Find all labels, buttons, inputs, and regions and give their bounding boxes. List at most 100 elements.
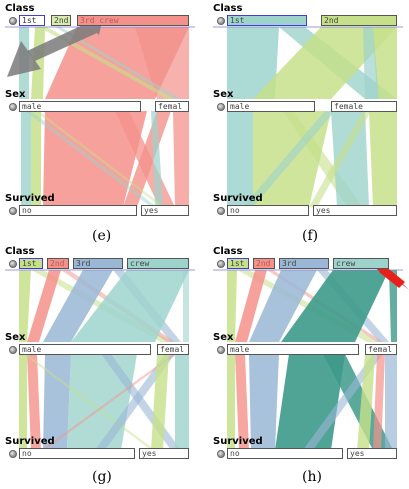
survived-seg-yes[interactable]: yes <box>141 205 189 216</box>
survived-seg-yes[interactable]: yes <box>139 448 189 459</box>
ribbon-female-yes-green <box>357 354 375 450</box>
ribbon-male-no <box>43 111 147 207</box>
sex-label: Sex <box>213 332 234 343</box>
ribbon-crew-male <box>281 270 389 342</box>
class-label: Class <box>5 3 35 14</box>
ribbon-female-yes-blue <box>385 354 397 450</box>
survived-seg-no[interactable]: no <box>19 205 137 216</box>
survived-seg-yes[interactable]: yes <box>313 205 397 216</box>
class-radio[interactable] <box>217 260 225 268</box>
survived-label: Survived <box>5 193 55 204</box>
caption-h: (h) <box>302 469 322 485</box>
class-seg-2nd[interactable]: 2nd <box>47 258 69 269</box>
ribbon-male-no-teal <box>67 354 137 450</box>
panel-h: Class 1st 2nd 3rd crew Sex male femal Su… <box>213 246 409 468</box>
ribbon-1st-female <box>39 27 175 99</box>
class-seg-2nd[interactable]: 2nd <box>51 15 71 26</box>
ribbon-female-no-teal <box>243 111 335 207</box>
ribbon-male-no-green <box>19 354 27 450</box>
ribbon-female-yes-teal <box>331 111 369 207</box>
ribbon-male-no-red <box>27 354 41 450</box>
class-label: Class <box>213 3 243 14</box>
sex-radio[interactable] <box>217 103 225 111</box>
ribbon-1st-female-b <box>363 27 379 99</box>
ribbon-male-no-teal <box>21 111 31 207</box>
survived-radio[interactable] <box>217 450 225 458</box>
ribbon-2nd-female <box>373 27 397 99</box>
sex-seg-male[interactable]: male <box>19 344 151 355</box>
ribbon-2nd-female <box>55 27 181 99</box>
panel-f: Class 1st 2nd Sex male female Survived n… <box>213 3 403 225</box>
survived-radio[interactable] <box>9 450 17 458</box>
ribbon-female-yes-green <box>151 354 169 450</box>
panel-g: Class 1st 2nd 3rd crew Sex male femal Su… <box>5 246 195 468</box>
survived-label: Survived <box>213 193 263 204</box>
sex-seg-female[interactable]: female <box>331 101 397 112</box>
ribbon-2nd-male <box>27 270 61 342</box>
class-seg-3rd-crew[interactable]: 3rd crew <box>77 15 189 26</box>
sex-seg-male[interactable]: male <box>227 344 359 355</box>
sex-label: Sex <box>5 89 26 100</box>
sex-radio[interactable] <box>9 103 17 111</box>
ribbon-female-yes-green <box>369 111 397 207</box>
sex-radio[interactable] <box>9 346 17 354</box>
class-seg-crew[interactable]: crew <box>127 258 189 269</box>
class-seg-1st[interactable]: 1st <box>227 15 307 26</box>
ribbons-g <box>5 269 195 450</box>
class-seg-3rd[interactable]: 3rd <box>73 258 123 269</box>
panel-e: Class 1st 2nd 3rd crew Sex male femal Su… <box>5 3 195 225</box>
survived-label: Survived <box>5 436 55 447</box>
survived-seg-no[interactable]: no <box>227 205 309 216</box>
ribbons-f <box>213 26 403 207</box>
ribbon-male-no-green <box>31 111 41 207</box>
survived-seg-no[interactable]: no <box>227 448 343 459</box>
caption-g: (g) <box>92 469 112 485</box>
ribbon-3rd-male <box>43 270 113 342</box>
ribbon-male-no-green <box>227 354 235 450</box>
ribbon-female-no-blue <box>95 354 175 450</box>
ribbon-crew-male <box>71 270 189 342</box>
ribbon-crew-female <box>183 270 189 342</box>
ribbon-male-no-blue <box>249 354 279 450</box>
survived-seg-yes[interactable]: yes <box>347 448 397 459</box>
ribbon-2nd-male <box>235 270 267 342</box>
caption-f: (f) <box>302 228 319 244</box>
sex-seg-female[interactable]: femal <box>365 344 397 355</box>
class-seg-1st[interactable]: 1st <box>19 258 43 269</box>
class-seg-3rd[interactable]: 3rd <box>279 258 329 269</box>
class-radio[interactable] <box>9 260 17 268</box>
class-label: Class <box>213 246 243 257</box>
class-radio[interactable] <box>9 17 17 25</box>
class-seg-2nd[interactable]: 2nd <box>321 15 397 26</box>
ribbon-female-no <box>123 111 171 207</box>
ribbon-1st-male <box>227 270 237 342</box>
ribbon-cross-teal <box>25 111 157 207</box>
sex-seg-male[interactable]: male <box>227 101 315 112</box>
ribbon-crew-female <box>389 270 397 342</box>
class-label: Class <box>5 246 35 257</box>
ribbon-cross-green <box>35 111 165 207</box>
class-seg-1st[interactable]: 1st <box>227 258 249 269</box>
ribbon-1st-male <box>227 27 279 99</box>
class-seg-1st[interactable]: 1st <box>19 15 45 26</box>
ribbon-male-no-teal <box>227 111 253 207</box>
ribbon-female-yes-red <box>373 354 385 450</box>
ribbon-1st-male <box>19 270 31 342</box>
ribbon-male-no-blue <box>43 354 71 450</box>
sex-seg-female[interactable]: femal <box>157 344 189 355</box>
sex-seg-female[interactable]: femal <box>155 101 189 112</box>
ribbon-2nd-male <box>253 27 397 99</box>
survived-radio[interactable] <box>9 207 17 215</box>
ribbon-female-no-red <box>41 354 177 450</box>
ribbon-female-no-green <box>309 111 371 207</box>
class-seg-crew[interactable]: crew <box>333 258 389 269</box>
ribbon-female-yes <box>173 111 189 207</box>
sex-radio[interactable] <box>217 346 225 354</box>
sex-label: Sex <box>5 332 26 343</box>
class-seg-2nd[interactable]: 2nd <box>253 258 275 269</box>
survived-radio[interactable] <box>217 207 225 215</box>
survived-seg-no[interactable]: no <box>19 448 135 459</box>
sex-seg-male[interactable]: male <box>19 101 141 112</box>
class-radio[interactable] <box>217 17 225 25</box>
ribbon-3rd-male <box>249 270 317 342</box>
